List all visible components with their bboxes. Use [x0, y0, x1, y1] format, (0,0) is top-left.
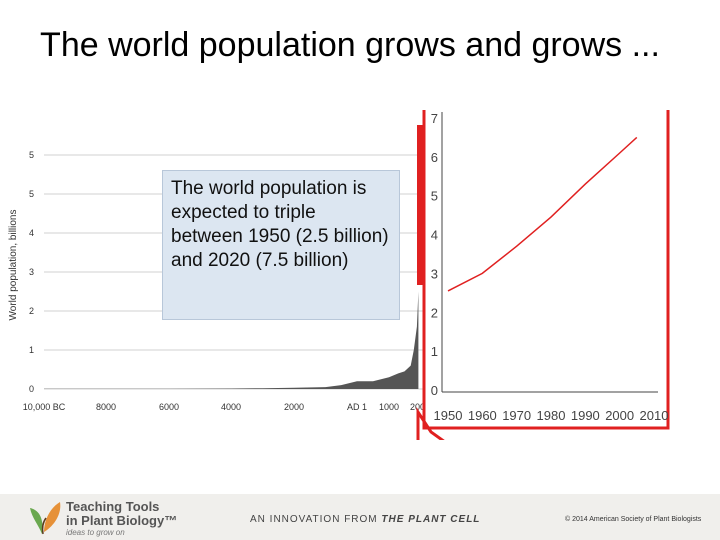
x-tick-label: 2000 — [410, 402, 430, 412]
inset-y-tick-label: 5 — [431, 189, 438, 204]
y-tick-label: 4 — [29, 228, 34, 238]
pointer-shape — [416, 406, 445, 440]
inset-x-tick-label: 1990 — [571, 408, 600, 423]
x-tick-label: 10,000 BC — [23, 402, 66, 412]
logo-text: Teaching Tools in Plant Biology™ — [66, 500, 177, 528]
innovation-text: AN INNOVATION FROM THE PLANT CELL — [250, 514, 480, 525]
copyright-text: © 2014 American Society of Plant Biologi… — [565, 516, 702, 523]
logo-tagline: ideas to grow on — [66, 528, 125, 537]
inset-x-tick-label: 1960 — [468, 408, 497, 423]
y-tick-label: 3 — [29, 267, 34, 277]
highlight-bar — [417, 125, 425, 285]
inset-y-tick-label: 6 — [431, 150, 438, 165]
inset-y-tick-label: 4 — [431, 228, 438, 243]
y-tick-label: 5 — [29, 189, 34, 199]
innovation-prefix: AN INNOVATION FROM — [250, 514, 378, 525]
x-tick-label: 1000 — [379, 402, 399, 412]
callout-box: The world population is expected to trip… — [162, 170, 400, 320]
inset-x-tick-label: 1980 — [537, 408, 566, 423]
y-tick-label: 0 — [29, 384, 34, 394]
x-tick-label: AD 1 — [347, 402, 367, 412]
innovation-source: THE PLANT CELL — [381, 514, 481, 525]
y-tick-label: 1 — [29, 345, 34, 355]
inset-x-tick-label: 2000 — [605, 408, 634, 423]
y-tick-label: 5 — [29, 150, 34, 160]
inset-chart-frame — [422, 110, 670, 430]
y-axis-label: World population, billions — [8, 210, 19, 321]
leaf-logo-icon — [30, 502, 61, 535]
x-tick-label: 6000 — [159, 402, 179, 412]
inset-x-tick-label: 2010 — [640, 408, 669, 423]
x-tick-label: 4000 — [221, 402, 241, 412]
inset-y-tick-label: 3 — [431, 266, 438, 281]
inset-x-tick-label: 1950 — [434, 408, 463, 423]
y-tick-label: 2 — [29, 306, 34, 316]
logo-line1: Teaching Tools — [66, 499, 160, 514]
inset-y-tick-label: 7 — [431, 111, 438, 126]
x-tick-label: 8000 — [96, 402, 116, 412]
slide-title: The world population grows and grows ... — [40, 26, 660, 64]
logo-line2: in Plant Biology™ — [66, 513, 178, 528]
x-tick-label: 2000 — [284, 402, 304, 412]
inset-x-tick-label: 1970 — [502, 408, 531, 423]
population-chart: World population, billions 0 1 2 3 4 5 5 10,00… — [8, 110, 670, 440]
inset-y-tick-label: 2 — [431, 305, 438, 320]
inset-y-tick-label: 0 — [431, 383, 438, 398]
population-line — [447, 136, 638, 292]
inset-y-tick-label: 1 — [431, 344, 438, 359]
footer-bar: Teaching Tools in Plant Biology™ ideas t… — [0, 494, 720, 540]
